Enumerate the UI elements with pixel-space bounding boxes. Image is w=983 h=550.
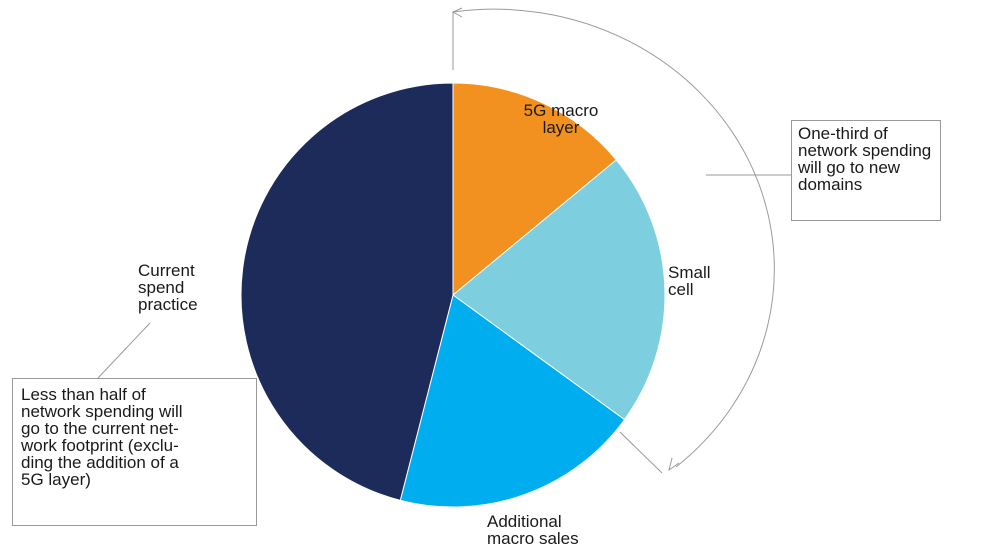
pie-slice-additional-macro-sales bbox=[399, 294, 626, 508]
pie-slices bbox=[240, 82, 666, 508]
label-5g-macro-layer: 5G macro layer bbox=[523, 101, 599, 137]
label-current-spend-practice: Current spend practice bbox=[138, 261, 198, 314]
pie-slice-5g-macro-layer bbox=[452, 82, 618, 297]
pie-slice-small-cell bbox=[452, 159, 666, 421]
label-small-cell: Small cell bbox=[668, 263, 711, 299]
current-spend-leader-line bbox=[97, 322, 151, 379]
callout-new-domains: One-third of network spending will go to… bbox=[791, 120, 941, 221]
bracket-arc-annotation bbox=[97, 7, 791, 474]
callout-current-footprint: Less than half of network spending will … bbox=[12, 378, 257, 526]
bracket-arrow-bottom bbox=[668, 457, 680, 472]
label-additional-macro-sales: Additional macro sales bbox=[487, 512, 579, 548]
pie-slice-current-spend-practice bbox=[240, 82, 454, 501]
bracket-arc bbox=[452, 8, 775, 468]
small-cell-leader-line bbox=[619, 431, 663, 474]
bracket-arrow-top bbox=[451, 7, 463, 18]
